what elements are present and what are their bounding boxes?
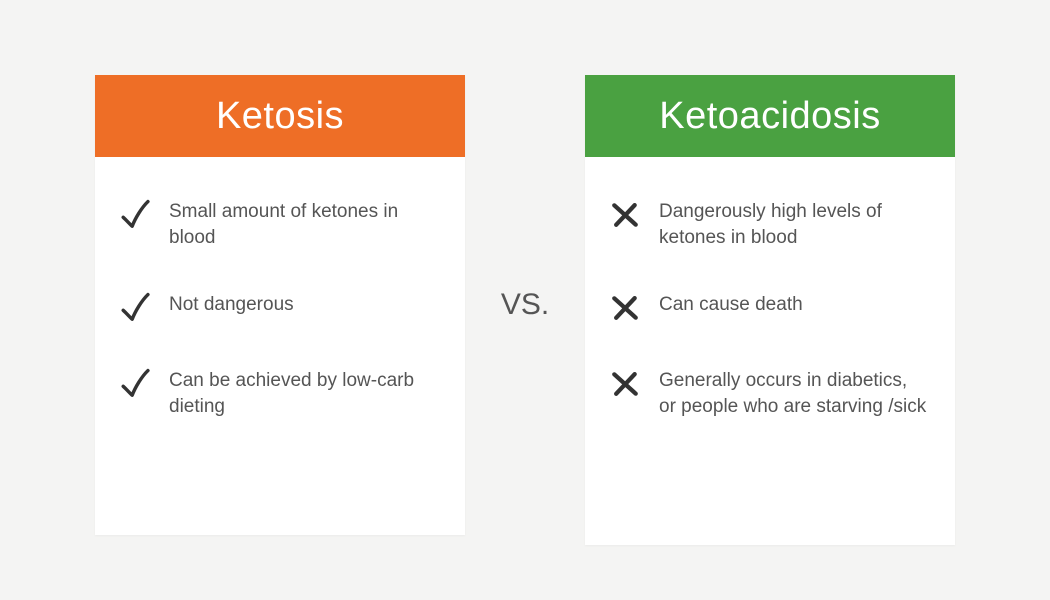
list-item: Can be achieved by low-carb dieting: [117, 366, 437, 419]
ketosis-card: Ketosis Small amount of ketones in blood…: [95, 75, 465, 535]
check-icon: [116, 196, 154, 234]
list-item: Dangerously high levels of ketones in bl…: [607, 197, 927, 250]
item-text: Small amount of ketones in blood: [169, 197, 437, 250]
ketoacidosis-header: Ketoacidosis: [585, 75, 955, 157]
check-icon: [116, 289, 154, 327]
cross-icon: [606, 365, 644, 403]
list-item: Generally occurs in diabetics, or people…: [607, 366, 927, 419]
ketoacidosis-body: Dangerously high levels of ketones in bl…: [585, 157, 955, 460]
comparison-stage: Ketosis Small amount of ketones in blood…: [95, 75, 955, 545]
ketosis-body: Small amount of ketones in blood Not dan…: [95, 157, 465, 460]
item-text: Not dangerous: [169, 290, 294, 318]
check-icon: [116, 365, 154, 403]
cross-icon: [606, 289, 644, 327]
item-text: Generally occurs in diabetics, or people…: [659, 366, 927, 419]
ketoacidosis-card: Ketoacidosis Dangerously high levels of …: [585, 75, 955, 545]
ketosis-header: Ketosis: [95, 75, 465, 157]
list-item: Not dangerous: [117, 290, 437, 326]
vs-label: VS.: [501, 288, 549, 322]
ketoacidosis-title: Ketoacidosis: [659, 95, 880, 138]
ketosis-title: Ketosis: [216, 95, 344, 138]
item-text: Can be achieved by low-carb dieting: [169, 366, 437, 419]
list-item: Small amount of ketones in blood: [117, 197, 437, 250]
item-text: Can cause death: [659, 290, 803, 318]
cross-icon: [606, 196, 644, 234]
list-item: Can cause death: [607, 290, 927, 326]
item-text: Dangerously high levels of ketones in bl…: [659, 197, 927, 250]
